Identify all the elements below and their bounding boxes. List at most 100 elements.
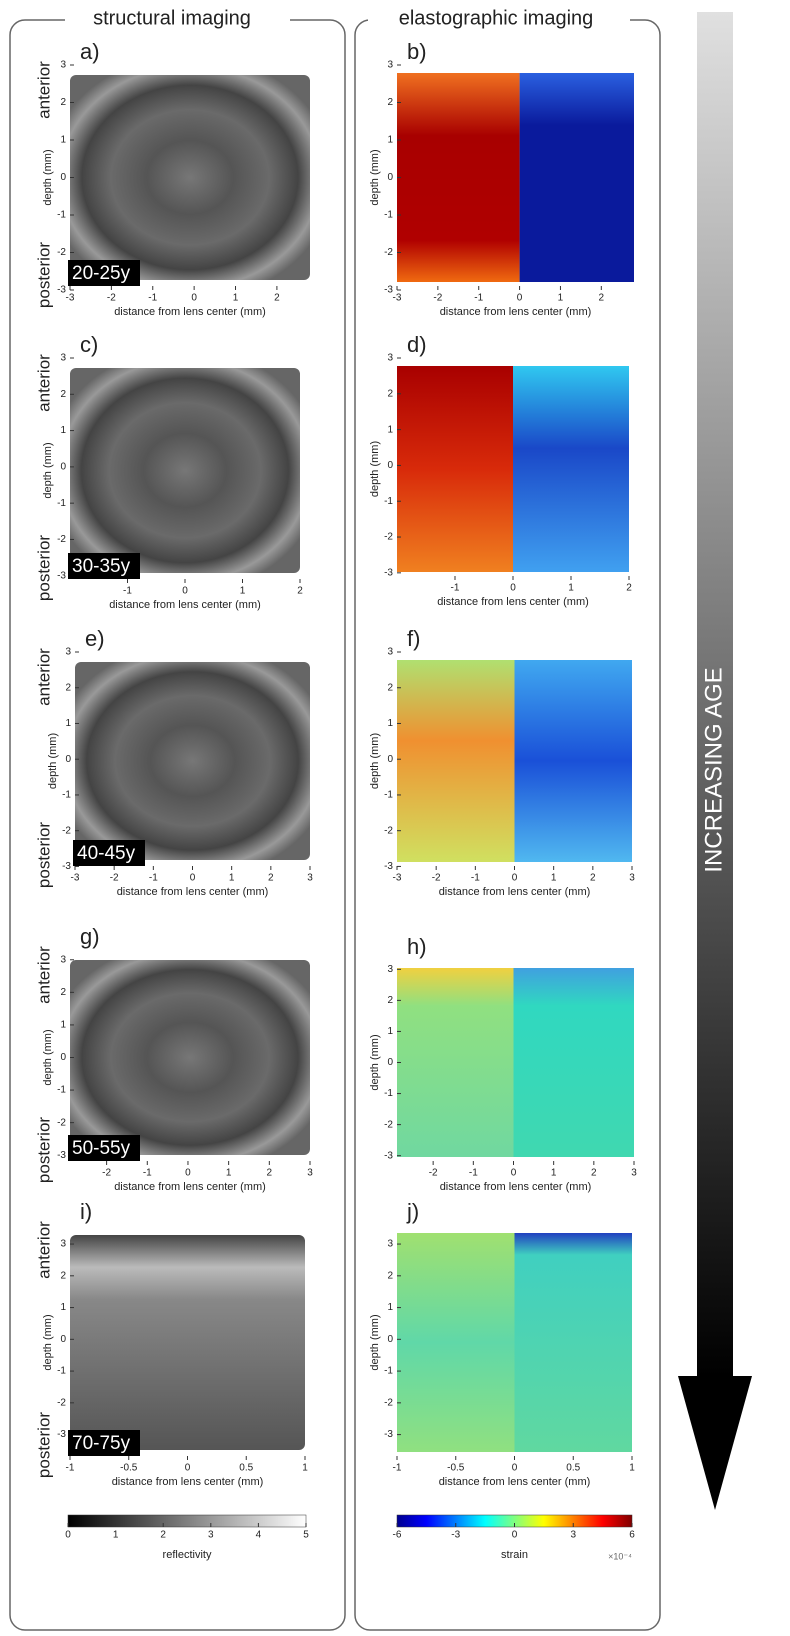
y-tick-label: 3 <box>65 647 71 658</box>
x-tick-label: 2 <box>268 873 274 884</box>
y-tick-label: 2 <box>387 682 393 693</box>
x-tick-label: 3 <box>631 1168 637 1179</box>
age-arrow-shaft <box>697 12 733 1377</box>
y-tick-label: -1 <box>57 1085 66 1096</box>
x-tick-label: -2 <box>429 1168 438 1179</box>
oct-image <box>70 1235 305 1450</box>
x-tick-label: 1 <box>113 1530 119 1541</box>
strain-image <box>397 73 520 282</box>
y-tick-label: 1 <box>60 1302 66 1313</box>
x-tick-label: -3 <box>393 293 402 304</box>
x-tick-label: 2 <box>591 1168 597 1179</box>
x-tick-label: 0 <box>185 1168 191 1179</box>
x-tick-label: -0.5 <box>447 1463 465 1474</box>
side-label: posterior <box>34 242 53 308</box>
y-tick-label: -2 <box>384 825 393 836</box>
x-axis-label: distance from lens center (mm) <box>109 599 261 611</box>
panel-label: c) <box>80 332 98 357</box>
y-tick-label: -2 <box>57 1397 66 1408</box>
x-tick-label: -3 <box>66 293 75 304</box>
x-axis-label: distance from lens center (mm) <box>439 1476 591 1488</box>
x-tick-label: 0 <box>191 293 197 304</box>
y-tick-label: 2 <box>60 1270 66 1281</box>
y-tick-label: 3 <box>387 964 393 975</box>
y-tick-label: -3 <box>57 1150 66 1161</box>
y-tick-label: -1 <box>57 210 66 221</box>
age-badge <box>73 840 145 866</box>
x-tick-label: 6 <box>629 1530 635 1541</box>
colorbar-exponent: ×10⁻⁴ <box>608 1551 632 1561</box>
strain-image <box>513 366 629 572</box>
strain-image <box>397 968 514 1157</box>
y-tick-label: -3 <box>384 1429 393 1440</box>
x-axis-label: distance from lens center (mm) <box>112 1476 264 1488</box>
age-label: 40-45y <box>77 843 136 864</box>
strain-image <box>514 660 632 862</box>
y-tick-label: 1 <box>60 425 66 436</box>
y-tick-label: 0 <box>387 1334 393 1345</box>
y-tick-label: 3 <box>387 1239 393 1250</box>
x-tick-label: -3 <box>71 873 80 884</box>
age-badge <box>68 1135 140 1161</box>
y-tick-label: 0 <box>387 754 393 765</box>
panel-label: i) <box>80 1199 92 1224</box>
y-tick-label: -3 <box>384 861 393 872</box>
y-tick-label: -2 <box>384 1397 393 1408</box>
x-tick-label: 2 <box>297 586 303 597</box>
x-tick-label: 5 <box>303 1530 309 1541</box>
strain-image <box>397 366 513 572</box>
side-label: posterior <box>34 1412 53 1478</box>
y-tick-label: 1 <box>60 135 66 146</box>
y-tick-label: 3 <box>387 353 393 364</box>
x-tick-label: 1 <box>629 1463 635 1474</box>
y-tick-label: 1 <box>387 135 393 146</box>
y-tick-label: -3 <box>384 285 393 296</box>
age-label: 30-35y <box>72 556 131 577</box>
y-tick-label: 0 <box>60 172 66 183</box>
x-tick-label: -1 <box>123 586 132 597</box>
y-tick-label: 2 <box>387 388 393 399</box>
x-axis-label: distance from lens center (mm) <box>437 596 589 608</box>
y-tick-label: 2 <box>60 97 66 108</box>
y-tick-label: -3 <box>384 1150 393 1161</box>
y-axis-label: depth (mm) <box>42 1314 54 1370</box>
x-tick-label: 0 <box>65 1530 71 1541</box>
x-tick-label: 0 <box>185 1463 191 1474</box>
oct-image <box>75 662 310 860</box>
strain-image <box>397 1233 515 1452</box>
y-tick-label: -1 <box>384 1366 393 1377</box>
age-badge <box>68 260 140 286</box>
x-tick-label: 3 <box>629 873 635 884</box>
x-tick-label: -1 <box>149 873 158 884</box>
x-tick-label: 2 <box>626 583 632 594</box>
y-tick-label: 1 <box>387 1026 393 1037</box>
y-tick-label: 3 <box>387 647 393 658</box>
side-label: anterior <box>34 946 53 1004</box>
age-badge <box>68 553 140 579</box>
x-tick-label: -1 <box>469 1168 478 1179</box>
x-tick-label: 2 <box>274 293 280 304</box>
column-header: elastographic imaging <box>399 7 594 29</box>
strain-image <box>513 968 634 1157</box>
age-label: 50-55y <box>72 1138 131 1159</box>
x-tick-label: 0 <box>512 1530 518 1541</box>
y-tick-label: -3 <box>57 570 66 581</box>
y-tick-label: -3 <box>57 285 66 296</box>
x-tick-label: 2 <box>160 1530 166 1541</box>
y-axis-label: depth (mm) <box>369 733 381 789</box>
x-tick-label: 3 <box>570 1530 576 1541</box>
x-tick-label: 1 <box>558 293 564 304</box>
y-tick-label: -2 <box>384 532 393 543</box>
panel-label: h) <box>407 934 427 959</box>
panel-label: b) <box>407 39 427 64</box>
y-tick-label: 2 <box>60 389 66 400</box>
x-tick-label: 1 <box>551 1168 557 1179</box>
x-tick-label: -6 <box>393 1530 402 1541</box>
y-tick-label: 1 <box>387 424 393 435</box>
x-tick-label: -1 <box>471 873 480 884</box>
side-label: posterior <box>34 535 53 601</box>
x-tick-label: -1 <box>148 293 157 304</box>
x-axis-label: distance from lens center (mm) <box>114 1181 266 1193</box>
y-tick-label: -2 <box>57 534 66 545</box>
y-tick-label: 2 <box>387 1270 393 1281</box>
